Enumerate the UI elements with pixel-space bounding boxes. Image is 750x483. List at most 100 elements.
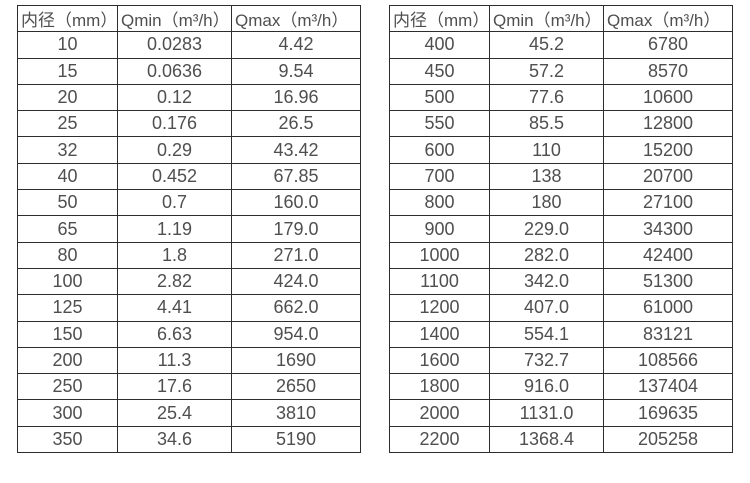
table-cell: 500 [389, 83, 490, 112]
column-header: Qmin（m³/h） [117, 4, 232, 33]
table-cell: 20 [17, 83, 118, 112]
table-cell: 2000 [389, 399, 490, 427]
table-row: 600 110 15200 [389, 136, 733, 164]
table-cell: 15 [17, 57, 118, 85]
column-header: 内径（mm） [17, 4, 118, 33]
table-cell: 85.5 [489, 110, 604, 138]
table-row: 1600 732.7 108566 [389, 346, 733, 375]
table-cell: 25.4 [117, 399, 232, 427]
table-cell: 700 [389, 162, 490, 191]
table-cell: 77.6 [489, 83, 604, 112]
table-cell: 17.6 [117, 373, 232, 401]
table-row: 400 45.2 6780 [389, 31, 733, 59]
table-cell: 2.82 [117, 267, 232, 296]
table-cell: 110 [489, 136, 604, 164]
table-cell: 1800 [389, 373, 490, 401]
table-cell: 8570 [603, 57, 733, 85]
table-row: 300 25.4 3810 [17, 399, 361, 427]
table-cell: 1400 [389, 320, 490, 348]
table-cell: 34.6 [117, 425, 232, 454]
table-cell: 1368.4 [489, 425, 604, 454]
table-row: 10 0.0283 4.42 [17, 31, 361, 59]
table-row: 350 34.6 5190 [17, 425, 361, 454]
table-row: 900 229.0 34300 [389, 215, 733, 243]
table-cell: 250 [17, 373, 118, 401]
table-cell: 229.0 [489, 215, 604, 243]
table-cell: 169635 [603, 399, 733, 427]
table-cell: 1600 [389, 346, 490, 375]
table-cell: 108566 [603, 346, 733, 375]
table-row: 25 0.176 26.5 [17, 110, 361, 138]
table-cell: 25 [17, 110, 118, 138]
table-cell: 10600 [603, 83, 733, 112]
table-cell: 1.19 [117, 215, 232, 243]
table-cell: 150 [17, 320, 118, 348]
table-cell: 0.0636 [117, 57, 232, 85]
table-cell: 1.8 [117, 241, 232, 269]
table-cell: 43.42 [231, 136, 361, 164]
table-cell: 16.96 [231, 83, 361, 112]
table-row: 1400 554.1 83121 [389, 320, 733, 348]
table-cell: 2200 [389, 425, 490, 454]
table-cell: 554.1 [489, 320, 604, 348]
table-cell: 6.63 [117, 320, 232, 348]
table-row: 250 17.6 2650 [17, 373, 361, 401]
table-cell: 180 [489, 189, 604, 217]
table-cell: 0.176 [117, 110, 232, 138]
table-row: 500 77.6 10600 [389, 83, 733, 112]
table-cell: 0.7 [117, 189, 232, 217]
table-cell: 3810 [231, 399, 361, 427]
table-cell: 732.7 [489, 346, 604, 375]
table-cell: 550 [389, 110, 490, 138]
table-cell: 57.2 [489, 57, 604, 85]
table-cell: 0.0283 [117, 31, 232, 59]
table-cell: 160.0 [231, 189, 361, 217]
table-row: 1100 342.0 51300 [389, 267, 733, 296]
table-cell: 5190 [231, 425, 361, 454]
table-row: 200 11.3 1690 [17, 346, 361, 375]
table-cell: 137404 [603, 373, 733, 401]
header-row: 内径（mm） Qmin（m³/h） Qmax（m³/h） [389, 4, 733, 33]
table-row: 50 0.7 160.0 [17, 189, 361, 217]
column-header: Qmin（m³/h） [489, 4, 604, 33]
table-cell: 4.42 [231, 31, 361, 59]
table-cell: 26.5 [231, 110, 361, 138]
table-cell: 0.12 [117, 83, 232, 112]
table-row: 2000 1131.0 169635 [389, 399, 733, 427]
table-row: 100 2.82 424.0 [17, 267, 361, 296]
table-cell: 407.0 [489, 294, 604, 322]
column-header: 内径（mm） [389, 4, 490, 33]
table-cell: 179.0 [231, 215, 361, 243]
table-cell: 83121 [603, 320, 733, 348]
table-cell: 916.0 [489, 373, 604, 401]
table-cell: 61000 [603, 294, 733, 322]
table-cell: 900 [389, 215, 490, 243]
table-cell: 4.41 [117, 294, 232, 322]
table-row: 15 0.0636 9.54 [17, 57, 361, 85]
table-cell: 2650 [231, 373, 361, 401]
table-cell: 800 [389, 189, 490, 217]
table-cell: 138 [489, 162, 604, 191]
table-cell: 1690 [231, 346, 361, 375]
table-cell: 662.0 [231, 294, 361, 322]
table-row: 150 6.63 954.0 [17, 320, 361, 348]
table-cell: 20700 [603, 162, 733, 191]
table-cell: 400 [389, 31, 490, 59]
table-cell: 32 [17, 136, 118, 164]
column-header: Qmax（m³/h） [603, 4, 733, 33]
column-header: Qmax（m³/h） [231, 4, 361, 33]
table-cell: 12800 [603, 110, 733, 138]
table-cell: 27100 [603, 189, 733, 217]
table-cell: 200 [17, 346, 118, 375]
table-row: 2200 1368.4 205258 [389, 425, 733, 454]
table-cell: 350 [17, 425, 118, 454]
table-row: 1200 407.0 61000 [389, 294, 733, 322]
table-cell: 11.3 [117, 346, 232, 375]
table-cell: 67.85 [231, 162, 361, 191]
table-cell: 342.0 [489, 267, 604, 296]
table-row: 700 138 20700 [389, 162, 733, 191]
table-cell: 282.0 [489, 241, 604, 269]
table-cell: 40 [17, 162, 118, 191]
table-cell: 15200 [603, 136, 733, 164]
table-cell: 125 [17, 294, 118, 322]
